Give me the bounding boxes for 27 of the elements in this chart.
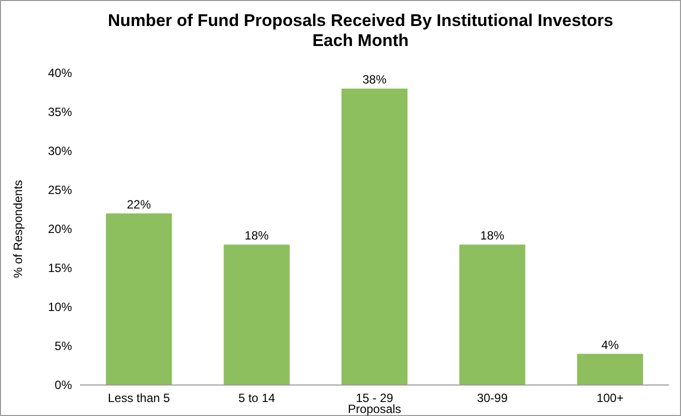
data-label: 4% xyxy=(601,338,620,352)
y-tick-label: 10% xyxy=(48,300,72,314)
y-tick-label: 15% xyxy=(48,261,72,275)
y-tick-label: 20% xyxy=(48,222,72,236)
y-tick-label: 5% xyxy=(54,339,72,353)
chart-title: Number of Fund Proposals Received By Institutional Investors Each Month xyxy=(108,11,614,50)
data-label: 38% xyxy=(362,72,387,87)
data-label: 22% xyxy=(126,197,152,212)
y-tick-label: 35% xyxy=(48,105,72,119)
bar xyxy=(106,213,172,385)
x-tick-label: Less than 5 xyxy=(108,391,170,405)
y-tick-label: 40% xyxy=(48,66,72,80)
data-label: 18% xyxy=(244,228,270,243)
x-tick-label: 5 to 14 xyxy=(238,391,276,405)
y-tick-label: 25% xyxy=(48,183,72,197)
y-axis-title: % of Respondents xyxy=(11,180,25,278)
data-label: 18% xyxy=(480,228,505,243)
bar xyxy=(224,244,290,385)
x-tick-label: 15 - 29 xyxy=(356,391,394,405)
y-tick-label: 30% xyxy=(48,144,72,158)
x-tick-label: 30-99 xyxy=(476,391,508,405)
bar xyxy=(342,88,408,385)
x-tick-label: 100+ xyxy=(596,391,624,405)
bar xyxy=(577,354,644,385)
bar xyxy=(459,244,526,385)
y-tick-label: 0% xyxy=(54,378,72,392)
x-axis-title: Proposals xyxy=(348,402,402,416)
